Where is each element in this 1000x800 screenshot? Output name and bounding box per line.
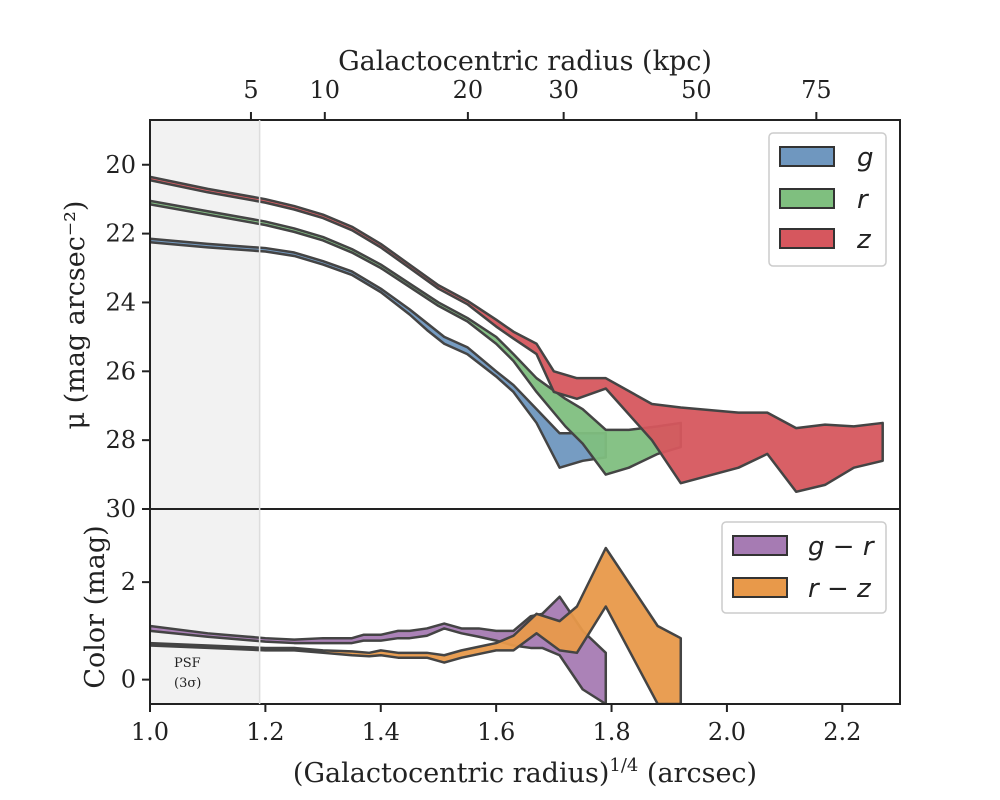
top-y-tick-label-5: 30 xyxy=(105,495,136,523)
legend-label-g-r: g − r xyxy=(808,532,876,562)
legend-swatch-r-z xyxy=(732,577,788,598)
bottom-panel-frame xyxy=(149,508,901,705)
color-rz-band xyxy=(150,546,683,704)
axis-ticks: 1.0 1.2 1.4 1.6 1.8 2.0 2.25 10 20 30 50 7520222426… xyxy=(105,76,861,746)
legend-swatch-r xyxy=(779,188,835,209)
x-axis-title-superscript: 1/4 xyxy=(609,755,638,776)
x-axis-title: (Galactocentric radius)1/4 (arcsec) xyxy=(293,755,757,789)
top-x-tick-label-3: 30 xyxy=(548,76,579,104)
top-x-tick-label-1: 10 xyxy=(310,76,341,104)
top-y-tick-label-2: 24 xyxy=(105,288,136,316)
bottom-y-tick-label-1: 2 xyxy=(121,568,136,596)
legend-swatch-g-r xyxy=(732,535,788,556)
top-y-tick-label-1: 22 xyxy=(105,220,136,248)
psf-shaded-region-bottom xyxy=(150,509,260,704)
psf-annotation-line1: PSF xyxy=(174,656,201,671)
x-tick-label-4: 1.8 xyxy=(592,718,630,746)
top-x-tick-label-4: 50 xyxy=(681,76,712,104)
bottom-y-tick-label-0: 0 xyxy=(121,666,136,694)
legend-swatch-z xyxy=(779,228,835,249)
x-tick-label-2: 1.4 xyxy=(362,718,400,746)
top-x-axis-title: Galactocentric radius (kpc) xyxy=(338,46,712,77)
legend-label-z: z xyxy=(856,225,872,255)
top-legend: g r z xyxy=(768,132,887,267)
psf-annotation-line2: (3σ) xyxy=(174,676,201,691)
x-axis-title-main: (Galactocentric radius) xyxy=(293,758,609,789)
x-tick-label-6: 2.2 xyxy=(823,718,861,746)
color-gr-band xyxy=(150,595,608,704)
top-y-tick-label-4: 28 xyxy=(105,426,136,454)
top-y-axis-title: μ (mag arcsec⁻²) xyxy=(60,201,91,430)
x-tick-label-0: 1.0 xyxy=(131,718,169,746)
color-bands xyxy=(150,546,683,704)
legend-label-r: r xyxy=(857,185,870,215)
legend-label-r-z: r − z xyxy=(808,574,872,604)
top-y-tick-label-0: 20 xyxy=(105,151,136,179)
legend-swatch-g xyxy=(779,146,835,167)
top-y-tick-label-3: 26 xyxy=(105,357,136,385)
x-tick-label-1: 1.2 xyxy=(246,718,284,746)
psf-shaded-region-top xyxy=(150,120,260,509)
bottom-y-axis-title: Color (mag) xyxy=(80,525,111,688)
bottom-legend: g − r r − z xyxy=(721,521,887,614)
top-x-tick-label-5: 75 xyxy=(801,76,832,104)
surface-brightness-bands xyxy=(150,175,884,494)
sb-z-band xyxy=(150,175,884,494)
top-x-tick-label-0: 5 xyxy=(243,76,258,104)
x-axis-title-unit: (arcsec) xyxy=(638,758,757,789)
x-tick-label-5: 2.0 xyxy=(708,718,746,746)
x-tick-label-3: 1.6 xyxy=(477,718,515,746)
top-x-tick-label-2: 20 xyxy=(453,76,484,104)
legend-label-g: g xyxy=(857,143,874,173)
